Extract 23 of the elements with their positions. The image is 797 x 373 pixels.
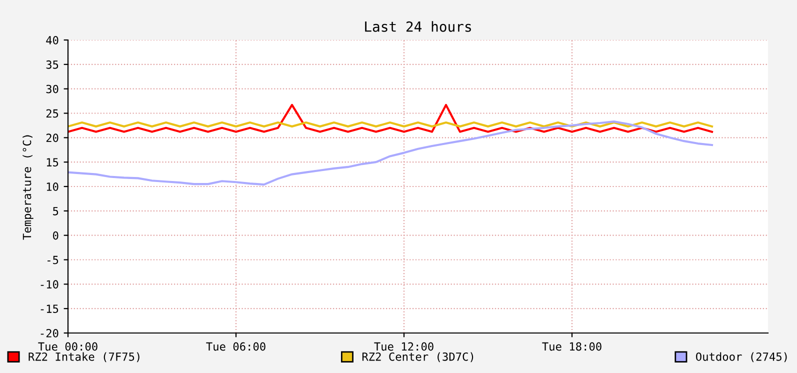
line-series: [68, 120, 714, 186]
y-tick-label: 15: [46, 158, 58, 166]
y-tick-label: 30: [46, 84, 58, 94]
y-tick-label: 10: [46, 182, 58, 191]
y-tick-label: 0: [53, 231, 58, 240]
x-tick-label: Tue 00:00: [38, 342, 98, 351]
y-tick-label: -15: [40, 304, 58, 313]
y-tick-label: 40: [46, 36, 58, 44]
legend-label: RZ2 Intake (7F75): [28, 352, 140, 362]
y-axis-title: Temperature (°C): [22, 135, 34, 240]
chart-title: Last 24 hours: [365, 21, 471, 32]
y-tick-label: -20: [40, 329, 58, 338]
y-tick-label: -5: [48, 256, 58, 264]
y-tick-label: 5: [53, 207, 58, 216]
x-tick-label: Tue 06:00: [206, 342, 266, 351]
y-tick-label: 20: [46, 134, 58, 142]
y-tick-label: 35: [46, 60, 58, 69]
legend-label: Outdoor (2745): [696, 352, 787, 362]
legend-label: RZ2 Center (3D7C): [362, 352, 474, 362]
x-tick-label: Tue 12:00: [374, 342, 434, 351]
y-tick-label: -10: [40, 280, 58, 289]
y-tick-label: 25: [46, 109, 58, 118]
x-tick-label: Tue 18:00: [542, 342, 602, 351]
